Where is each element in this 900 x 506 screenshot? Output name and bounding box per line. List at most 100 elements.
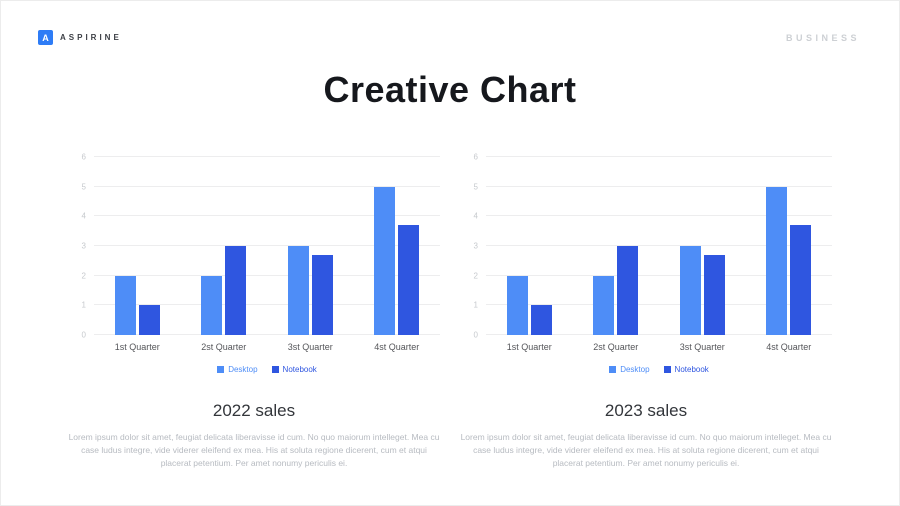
x-tick-label: 4st Quarter (374, 342, 420, 352)
bar-notebook (138, 305, 160, 335)
x-tick-label: 1st Quarter (506, 342, 552, 352)
gridline (94, 156, 440, 157)
gridline (486, 245, 832, 246)
charts-row: 0 1 2 3 4 5 6 1st Quarter 2st Quarter 3st Quarte… (0, 153, 900, 471)
gridline (486, 334, 832, 335)
grid (94, 156, 440, 335)
legend-swatch (217, 366, 225, 373)
legend-item: Desktop (609, 365, 650, 374)
brand-logo: A ASPIRINE (38, 30, 122, 45)
bar-chart: 0 1 2 3 4 5 6 1st Quarter 2st Quarter 3st Quarte… (68, 153, 440, 374)
section-body: Lorem ipsum dolor sit amet, feugiat deli… (460, 432, 832, 469)
y-tick-label: 1 (81, 300, 86, 310)
y-tick-label: 5 (473, 182, 478, 192)
section-heading: 2023 sales (604, 401, 688, 420)
bar-desktop (287, 246, 309, 335)
gridline (486, 185, 832, 187)
bar-desktop (201, 275, 223, 335)
legend-swatch (271, 366, 279, 373)
column-right: 0 1 2 3 4 5 6 1st Quarter 2st Quarter 3st Quarte… (460, 153, 832, 471)
bar-desktop (374, 186, 396, 335)
legend-swatch (609, 366, 617, 373)
legend-swatch (663, 366, 671, 373)
bar-notebook (617, 246, 639, 335)
x-tick-label: 1st Quarter (114, 342, 160, 352)
gridline (94, 274, 440, 276)
legend-label: Desktop (228, 365, 258, 374)
bar-group (593, 157, 639, 335)
y-tick-label: 0 (473, 330, 478, 340)
y-tick-label: 0 (81, 330, 86, 340)
x-tick-label: 4st Quarter (766, 342, 812, 352)
column-left: 0 1 2 3 4 5 6 1st Quarter 2st Quarter 3st Quarte… (68, 153, 440, 471)
legend: Desktop Notebook (486, 365, 832, 374)
legend-label: Notebook (674, 365, 709, 374)
y-tick-label: 2 (81, 271, 86, 281)
legend-label: Desktop (620, 365, 650, 374)
y-axis: 0 1 2 3 4 5 6 (68, 153, 86, 340)
bar-notebook (790, 225, 812, 335)
x-tick-label: 2st Quarter (201, 342, 247, 352)
bars-row (94, 157, 440, 335)
bar-desktop (506, 275, 528, 335)
bar-group (287, 157, 333, 335)
brand-name: ASPIRINE (60, 33, 122, 42)
gridline (94, 245, 440, 246)
y-axis: 0 1 2 3 4 5 6 (460, 153, 478, 340)
bar-group (506, 157, 552, 335)
x-tick-label: 3st Quarter (679, 342, 725, 352)
bar-group (679, 157, 725, 335)
header-right-label: BUSINESS (785, 32, 860, 43)
bar-desktop (766, 186, 788, 335)
section-body: Lorem ipsum dolor sit amet, feugiat deli… (68, 432, 440, 469)
y-tick-label: 3 (473, 241, 478, 251)
gridline (94, 185, 440, 187)
bar-desktop (679, 246, 701, 335)
bar-chart: 0 1 2 3 4 5 6 1st Quarter 2st Quarter 3st Quarte… (460, 153, 832, 374)
header: A ASPIRINE BUSINESS (0, 0, 900, 45)
gridline (486, 215, 832, 217)
y-tick-label: 5 (81, 182, 86, 192)
bar-notebook (225, 246, 247, 335)
y-tick-label: 4 (81, 211, 86, 221)
bar-notebook (311, 254, 333, 335)
x-axis: 1st Quarter 2st Quarter 3st Quarter 4st Qua… (94, 342, 440, 352)
legend: Desktop Notebook (94, 365, 440, 374)
y-tick-label: 4 (473, 211, 478, 221)
plot-row: 0 1 2 3 4 5 6 (460, 153, 832, 340)
y-tick-label: 1 (473, 300, 478, 310)
plot-area (94, 156, 440, 335)
section-heading: 2022 sales (212, 401, 296, 420)
gridline (94, 215, 440, 217)
y-tick-label: 2 (473, 271, 478, 281)
x-tick-label: 3st Quarter (287, 342, 333, 352)
bar-group (766, 157, 812, 335)
y-tick-label: 3 (81, 241, 86, 251)
gridline (486, 156, 832, 157)
gridline (94, 334, 440, 335)
x-tick-label: 2st Quarter (593, 342, 639, 352)
bar-group (374, 157, 420, 335)
y-tick-label: 6 (81, 152, 86, 162)
grid (486, 156, 832, 335)
page-title: Creative Chart (323, 69, 577, 110)
bar-group (201, 157, 247, 335)
plot-row: 0 1 2 3 4 5 6 (68, 153, 440, 340)
bar-desktop (593, 275, 615, 335)
gridline (486, 304, 832, 306)
gridline (486, 274, 832, 276)
logo-icon: A (38, 30, 53, 45)
plot-area (486, 156, 832, 335)
bar-notebook (530, 305, 552, 335)
y-tick-label: 6 (473, 152, 478, 162)
legend-label: Notebook (282, 365, 317, 374)
bar-group (114, 157, 160, 335)
bar-notebook (398, 225, 420, 335)
legend-item: Notebook (271, 365, 317, 374)
x-axis: 1st Quarter 2st Quarter 3st Quarter 4st Qua… (486, 342, 832, 352)
bar-notebook (703, 254, 725, 335)
legend-item: Desktop (217, 365, 258, 374)
gridline (94, 304, 440, 306)
bar-desktop (114, 275, 136, 335)
